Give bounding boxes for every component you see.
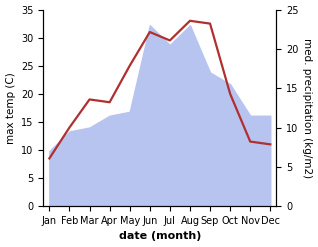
Y-axis label: med. precipitation (kg/m2): med. precipitation (kg/m2)	[302, 38, 313, 178]
Y-axis label: max temp (C): max temp (C)	[5, 72, 16, 144]
X-axis label: date (month): date (month)	[119, 231, 201, 242]
